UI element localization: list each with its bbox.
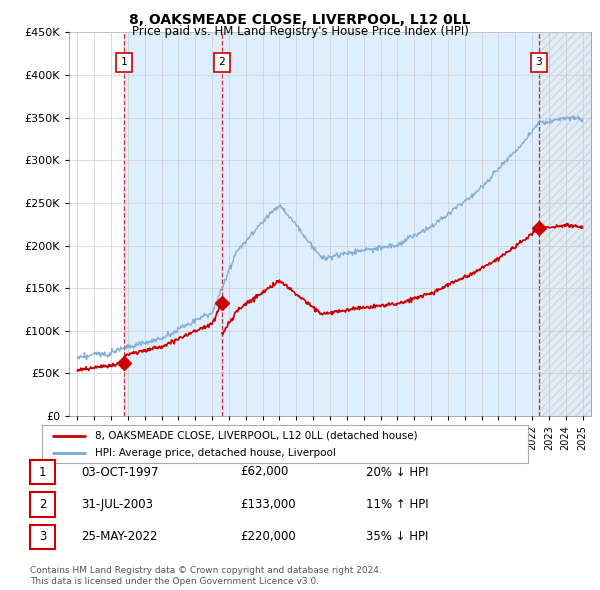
Text: 1: 1 xyxy=(121,57,127,67)
Text: 8, OAKSMEADE CLOSE, LIVERPOOL, L12 0LL: 8, OAKSMEADE CLOSE, LIVERPOOL, L12 0LL xyxy=(129,13,471,27)
Text: 31-JUL-2003: 31-JUL-2003 xyxy=(81,498,153,511)
Text: £62,000: £62,000 xyxy=(240,466,289,478)
Bar xyxy=(222,32,539,416)
Text: 1: 1 xyxy=(39,466,46,478)
Bar xyxy=(124,32,222,416)
Text: 20% ↓ HPI: 20% ↓ HPI xyxy=(366,466,428,478)
Text: 3: 3 xyxy=(39,530,46,543)
Text: 35% ↓ HPI: 35% ↓ HPI xyxy=(366,530,428,543)
Text: 11% ↑ HPI: 11% ↑ HPI xyxy=(366,498,428,511)
Text: 03-OCT-1997: 03-OCT-1997 xyxy=(81,466,158,478)
Text: Contains HM Land Registry data © Crown copyright and database right 2024.
This d: Contains HM Land Registry data © Crown c… xyxy=(30,566,382,586)
Text: 8, OAKSMEADE CLOSE, LIVERPOOL, L12 0LL (detached house): 8, OAKSMEADE CLOSE, LIVERPOOL, L12 0LL (… xyxy=(95,431,418,441)
Text: 3: 3 xyxy=(535,57,542,67)
Bar xyxy=(539,32,591,416)
Text: 2: 2 xyxy=(218,57,225,67)
Text: Price paid vs. HM Land Registry's House Price Index (HPI): Price paid vs. HM Land Registry's House … xyxy=(131,25,469,38)
Text: £133,000: £133,000 xyxy=(240,498,296,511)
Text: £220,000: £220,000 xyxy=(240,530,296,543)
Text: 25-MAY-2022: 25-MAY-2022 xyxy=(81,530,157,543)
Text: 2: 2 xyxy=(39,498,46,511)
Text: HPI: Average price, detached house, Liverpool: HPI: Average price, detached house, Live… xyxy=(95,448,337,458)
